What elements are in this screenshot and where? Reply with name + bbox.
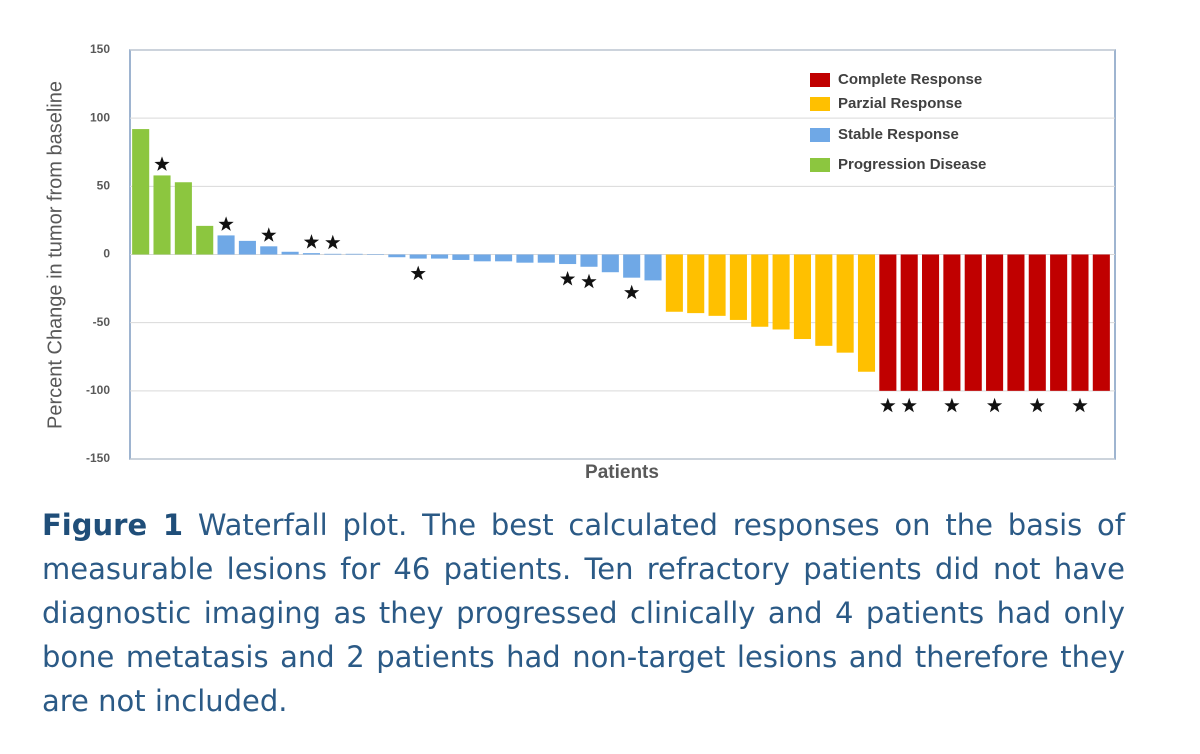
bar	[281, 251, 299, 255]
bar	[196, 225, 214, 255]
star-marker	[410, 265, 426, 281]
legend-label: Stable Response	[838, 126, 959, 143]
star-marker	[624, 284, 640, 300]
bar	[559, 254, 577, 265]
bar	[815, 254, 833, 346]
caption-text: Waterfall plot. The best calculated resp…	[42, 508, 1126, 718]
star-marker	[880, 397, 896, 413]
bar	[217, 235, 235, 255]
caption-label: Figure 1	[42, 508, 184, 542]
bar	[986, 254, 1004, 391]
bar	[516, 254, 534, 263]
chart: Percent Change in tumor from baseline Pa…	[44, 42, 1116, 483]
bar	[644, 254, 662, 281]
bar	[324, 253, 342, 255]
bar	[1050, 254, 1068, 391]
bar	[409, 254, 427, 259]
bar	[687, 254, 705, 314]
legend-swatch	[810, 128, 830, 142]
bar	[132, 129, 150, 255]
star-marker	[1072, 397, 1088, 413]
bar	[473, 254, 491, 262]
bar	[964, 254, 982, 391]
star-marker	[560, 271, 576, 286]
y-tick-label: -50	[93, 315, 111, 329]
bar	[879, 254, 897, 391]
bar	[601, 254, 619, 273]
bar	[1028, 254, 1046, 391]
y-tick-label: 150	[90, 42, 110, 56]
legend-label: Progression Disease	[838, 156, 986, 173]
bar	[537, 254, 555, 263]
bar	[1071, 254, 1089, 391]
bar	[238, 240, 256, 255]
y-axis-label: Percent Change in tumor from baseline	[44, 81, 66, 429]
star-marker	[901, 397, 917, 413]
bar	[366, 254, 385, 255]
star-marker	[325, 234, 341, 250]
bar	[922, 254, 940, 391]
legend-swatch	[810, 97, 830, 111]
bar	[857, 254, 876, 372]
y-tick-label: -150	[86, 451, 110, 465]
legend-label: Parzial Response	[838, 95, 962, 112]
bar	[708, 254, 726, 316]
star-marker	[261, 227, 277, 242]
y-tick-label: -100	[86, 383, 110, 397]
star-marker	[154, 156, 170, 171]
y-tick-label: 50	[97, 179, 111, 193]
bar	[388, 254, 406, 258]
x-axis-label: Patients	[585, 462, 659, 483]
legend-swatch	[810, 158, 830, 172]
bar	[665, 254, 683, 312]
bar	[772, 254, 790, 330]
star-marker	[218, 216, 234, 231]
star-marker	[987, 397, 1003, 413]
bar	[452, 254, 470, 260]
bar	[1007, 254, 1025, 391]
bar	[623, 254, 641, 278]
bar	[900, 254, 918, 391]
bar	[793, 254, 811, 340]
bar	[153, 175, 171, 255]
bar	[302, 253, 320, 255]
bar	[345, 253, 363, 255]
star-marker	[581, 273, 597, 289]
star-marker	[944, 397, 960, 413]
legend-label: Complete Response	[838, 71, 982, 88]
y-tick-label: 100	[90, 110, 110, 124]
legend-swatch	[810, 73, 830, 87]
bar	[260, 246, 278, 255]
bar	[729, 254, 747, 320]
bar	[174, 182, 192, 255]
y-tick-label: 0	[103, 247, 110, 261]
bar	[836, 254, 854, 353]
bar	[495, 254, 513, 262]
bar	[751, 254, 769, 327]
star-marker	[303, 234, 320, 249]
bar	[580, 254, 598, 267]
star-marker	[1029, 397, 1045, 413]
caption: Figure 1 Waterfall plot. The best calcul…	[42, 503, 1125, 723]
bar	[431, 254, 449, 259]
bar	[943, 254, 961, 391]
bar	[1092, 254, 1110, 391]
